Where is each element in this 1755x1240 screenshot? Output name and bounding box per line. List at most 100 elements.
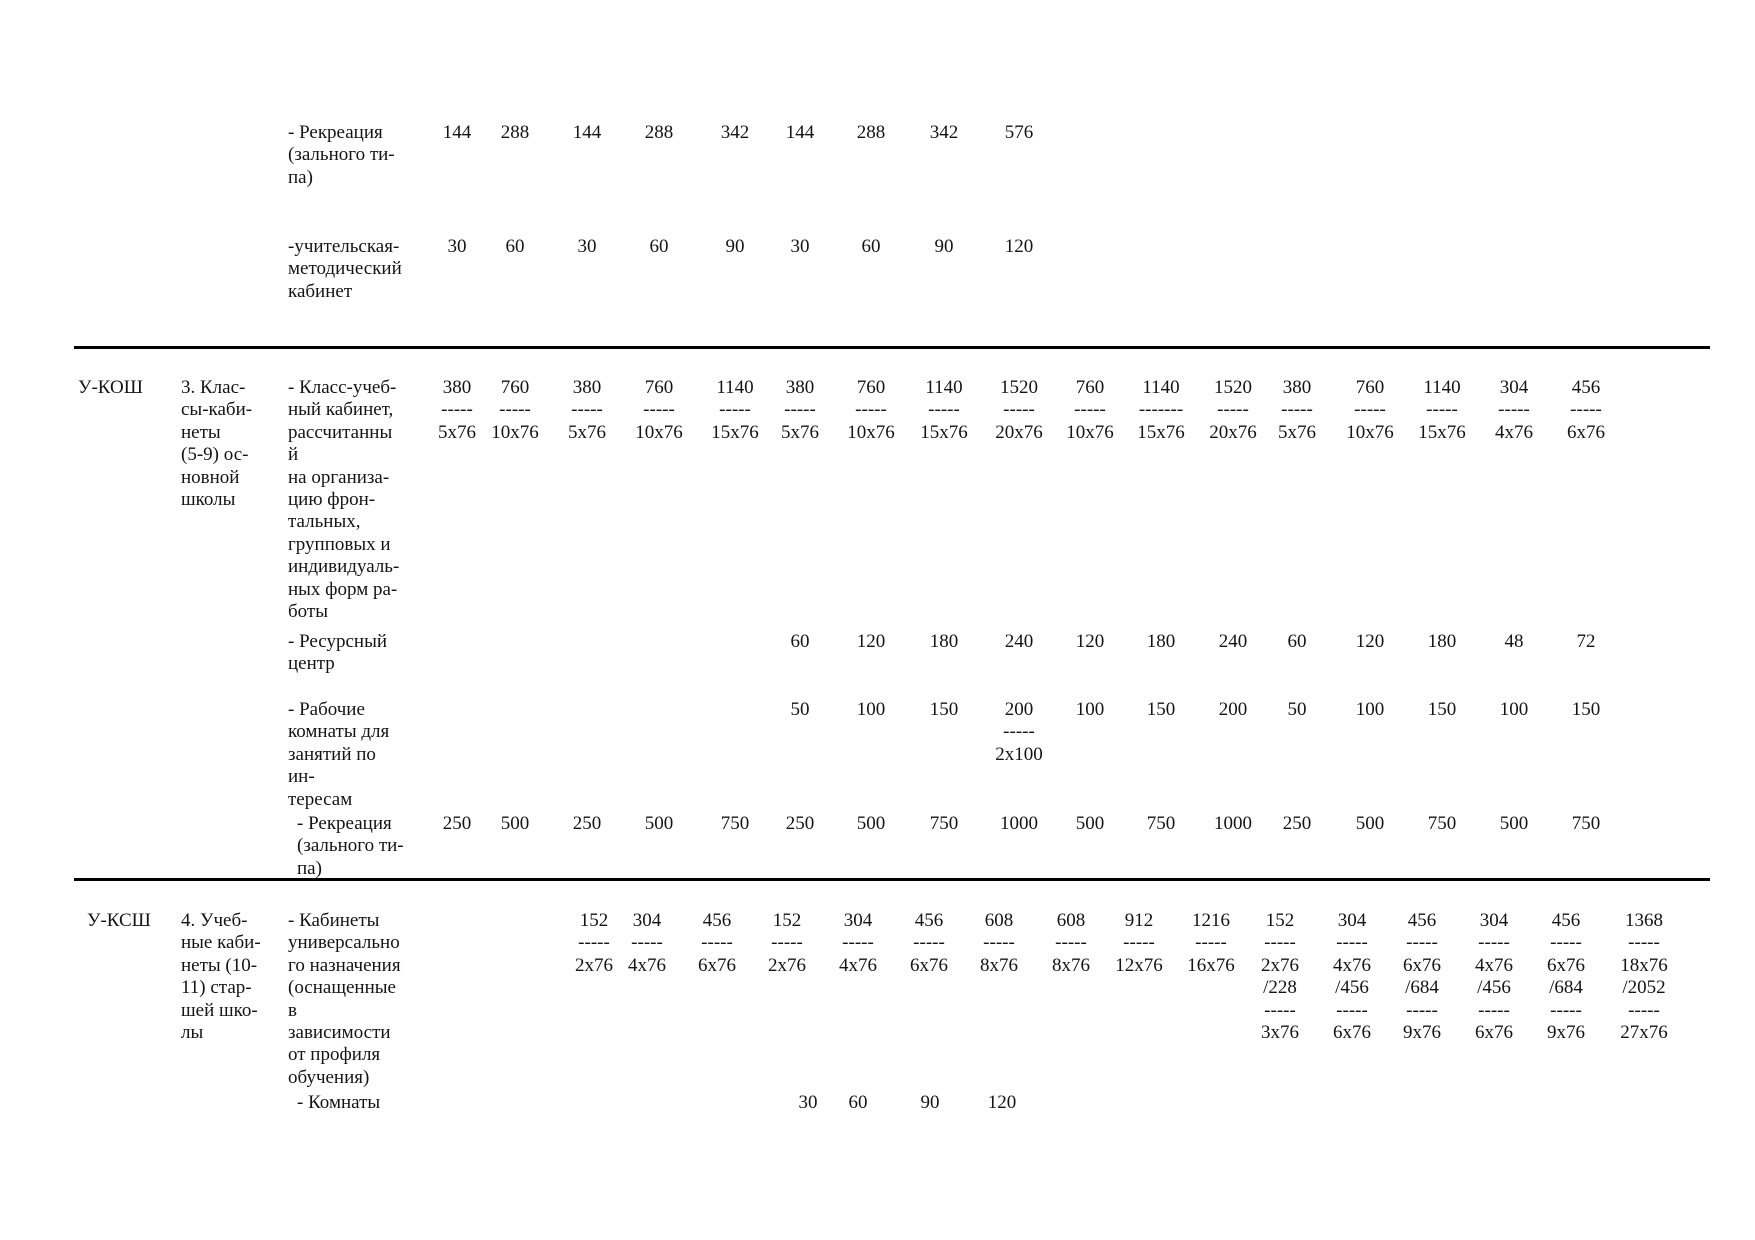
table-cell-line: 288 xyxy=(856,122,886,143)
table-cell-line: 6x76 xyxy=(1333,1022,1371,1043)
section-category-line: 4. Учеб- xyxy=(181,910,248,931)
table-cell-line: 500 xyxy=(1499,813,1529,834)
table-cell-line: ----- xyxy=(771,932,803,953)
row-label-line: - Рабочие xyxy=(288,699,365,720)
table-cell-line: 500 xyxy=(500,813,530,834)
table-cell-line: ----- xyxy=(784,399,816,420)
table-cell-line: ----- xyxy=(842,932,874,953)
table-cell-line: 750 xyxy=(929,813,959,834)
table-cell-line: ----- xyxy=(1498,399,1530,420)
row-label-line: - Комнаты xyxy=(297,1092,381,1113)
table-cell-line: 10x76 xyxy=(1346,422,1394,443)
table-cell-line: 180 xyxy=(1146,631,1176,652)
table-cell-line: 250 xyxy=(442,813,472,834)
table-cell-line: 120 xyxy=(1355,631,1385,652)
table-cell-line: ------- xyxy=(1138,399,1184,420)
table-cell-line: 50 xyxy=(790,699,810,720)
table-cell-line: 72 xyxy=(1576,631,1596,652)
table-cell-line: 1000 xyxy=(1000,813,1038,834)
table-cell-line: 180 xyxy=(1427,631,1457,652)
table-cell-line: 288 xyxy=(644,122,674,143)
table-cell-line: 342 xyxy=(929,122,959,143)
row-label-line: -учительская- xyxy=(288,236,400,257)
table-cell-line: 304 xyxy=(1337,910,1367,931)
table-rule-bottom xyxy=(74,878,1710,881)
table-cell-line: 2x76 xyxy=(768,955,806,976)
table-cell-line: ----- xyxy=(1406,932,1438,953)
row-label-line: ин- xyxy=(288,766,315,787)
row-label-line: универсально xyxy=(288,932,400,953)
table-cell-line: ----- xyxy=(1478,932,1510,953)
table-cell-line: ----- xyxy=(855,399,887,420)
table-cell-line: /456 xyxy=(1477,977,1511,998)
table-cell-line: 200 xyxy=(1004,699,1034,720)
row-label-line: го назначения xyxy=(288,955,401,976)
row-label-line: боты xyxy=(288,601,328,622)
table-cell-line: ----- xyxy=(1264,1000,1296,1021)
table-cell-line: 1140 xyxy=(1423,377,1461,398)
table-cell-line: 6x76 xyxy=(698,955,736,976)
table-cell-line: 6x76 xyxy=(1547,955,1585,976)
row-label-line: кабинет xyxy=(288,281,353,302)
table-cell-line: 152 xyxy=(772,910,802,931)
table-cell-line: 50 xyxy=(1287,699,1307,720)
table-cell-line: 380 xyxy=(785,377,815,398)
table-cell-line: ----- xyxy=(1354,399,1386,420)
table-cell-line: 304 xyxy=(1479,910,1509,931)
table-cell-line: 2x100 xyxy=(995,744,1043,765)
table-cell-line: 9x76 xyxy=(1403,1022,1441,1043)
table-cell-line: 750 xyxy=(720,813,750,834)
table-cell-line: 912 xyxy=(1124,910,1154,931)
row-label-line: комнаты для xyxy=(288,721,390,742)
section-category-line: 11) стар- xyxy=(181,977,252,998)
table-cell-line: 60 xyxy=(505,236,525,257)
table-cell-line: ----- xyxy=(928,399,960,420)
table-cell-line: 760 xyxy=(500,377,530,398)
table-cell-line: 6x76 xyxy=(1403,955,1441,976)
table-cell-line: 380 xyxy=(572,377,602,398)
section-category-line: лы xyxy=(181,1022,204,1043)
table-cell-line: ----- xyxy=(1281,399,1313,420)
table-cell-line: /456 xyxy=(1335,977,1369,998)
section-category-line: школы xyxy=(181,489,236,510)
table-cell-line: ----- xyxy=(1550,932,1582,953)
table-cell-line: 342 xyxy=(720,122,750,143)
table-cell-line: ----- xyxy=(1550,1000,1582,1021)
row-label-line: (зального ти- xyxy=(297,835,404,856)
table-cell-line: 250 xyxy=(572,813,602,834)
table-cell-line: ----- xyxy=(913,932,945,953)
table-cell-line: 90 xyxy=(725,236,745,257)
table-cell-line: 144 xyxy=(442,122,472,143)
table-cell-line: 240 xyxy=(1004,631,1034,652)
table-cell-line: 6x76 xyxy=(1567,422,1605,443)
table-cell-line: 1140 xyxy=(716,377,754,398)
table-cell-line: 5x76 xyxy=(568,422,606,443)
table-cell-line: 1520 xyxy=(1214,377,1252,398)
table-cell-line: 380 xyxy=(1282,377,1312,398)
table-cell-line: 4x76 xyxy=(1333,955,1371,976)
row-label-line: ный кабинет, xyxy=(288,399,394,420)
table-cell-line: ----- xyxy=(1003,399,1035,420)
row-label-line: (зального ти- xyxy=(288,144,395,165)
table-cell-line: 5x76 xyxy=(781,422,819,443)
table-cell-line: 1216 xyxy=(1192,910,1230,931)
table-cell-line: ----- xyxy=(1426,399,1458,420)
table-cell-line: 380 xyxy=(442,377,472,398)
table-cell-line: 120 xyxy=(1004,236,1034,257)
row-label-line: центр xyxy=(288,653,335,674)
section-category-line: сы-каби- xyxy=(181,399,253,420)
table-cell-line: 500 xyxy=(1355,813,1385,834)
table-cell-line: 20x76 xyxy=(1209,422,1257,443)
table-cell-line: 10x76 xyxy=(847,422,895,443)
table-cell-line: 150 xyxy=(1571,699,1601,720)
row-label-line: цию фрон- xyxy=(288,489,376,510)
table-cell-line: ----- xyxy=(1074,399,1106,420)
table-cell-line: 100 xyxy=(856,699,886,720)
table-cell-line: 16x76 xyxy=(1187,955,1235,976)
table-cell-line: 500 xyxy=(644,813,674,834)
table-cell-line: 27x76 xyxy=(1620,1022,1668,1043)
row-label-line: на организа- xyxy=(288,467,390,488)
table-cell-line: ----- xyxy=(1003,721,1035,742)
table-cell-line: 15x76 xyxy=(920,422,968,443)
